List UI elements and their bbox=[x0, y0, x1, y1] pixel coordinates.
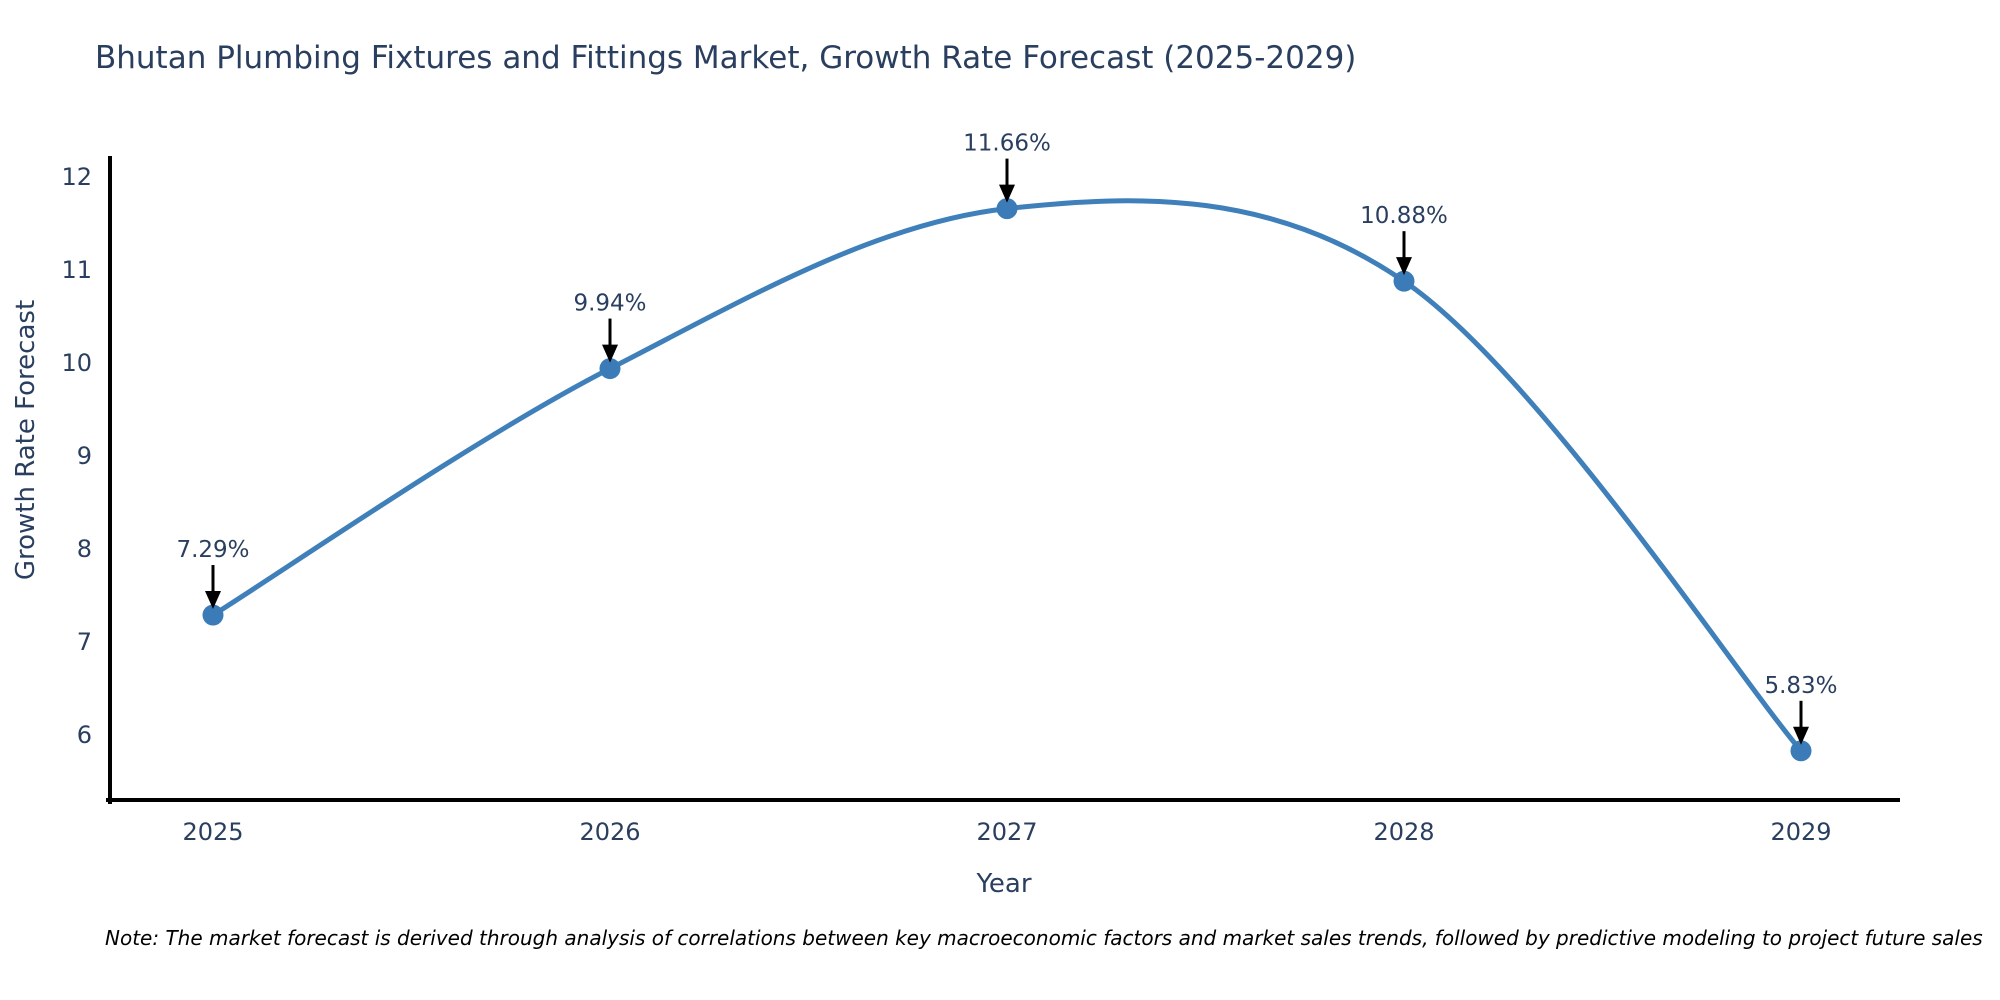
x-axis-title: Year bbox=[975, 869, 1031, 899]
point-value-label-2029: 5.83% bbox=[1764, 673, 1837, 699]
y-tick-label-8: 8 bbox=[77, 535, 92, 563]
annotation-arrowhead-icon bbox=[1793, 726, 1809, 745]
chart-footnote: Note: The market forecast is derived thr… bbox=[105, 926, 1983, 950]
y-tick-label-10: 10 bbox=[61, 349, 92, 377]
annotation-arrowhead-icon bbox=[602, 344, 618, 363]
data-point-2029[interactable] bbox=[1790, 740, 1812, 762]
growth-rate-spline bbox=[210, 198, 1804, 754]
data-point-2026[interactable] bbox=[599, 358, 621, 380]
x-tick-label-2028: 2028 bbox=[1373, 818, 1434, 846]
y-tick-label-6: 6 bbox=[77, 721, 92, 749]
point-value-label-2026: 9.94% bbox=[573, 291, 646, 317]
chart-title: Bhutan Plumbing Fixtures and Fittings Ma… bbox=[95, 40, 1357, 76]
data-point-2025[interactable] bbox=[202, 604, 224, 626]
y-axis-title: Growth Rate Forecast bbox=[11, 300, 41, 580]
annotation-arrowhead-icon bbox=[205, 591, 221, 610]
x-tick-label-2025: 2025 bbox=[182, 818, 243, 846]
x-tick-label-2029: 2029 bbox=[1770, 818, 1831, 846]
x-tick-label-2027: 2027 bbox=[976, 818, 1037, 846]
data-point-2027[interactable] bbox=[996, 198, 1018, 220]
point-value-label-2025: 7.29% bbox=[176, 537, 249, 563]
y-tick-label-7: 7 bbox=[77, 628, 92, 656]
annotation-arrowhead-icon bbox=[1396, 257, 1412, 276]
point-value-label-2028: 10.88% bbox=[1360, 203, 1448, 229]
data-point-2028[interactable] bbox=[1393, 270, 1415, 292]
y-tick-label-12: 12 bbox=[61, 163, 92, 191]
y-tick-label-11: 11 bbox=[61, 256, 92, 284]
y-tick-label-9: 9 bbox=[77, 442, 92, 470]
annotation-arrowhead-icon bbox=[999, 184, 1015, 203]
point-value-label-2027: 11.66% bbox=[963, 131, 1051, 157]
x-tick-label-2026: 2026 bbox=[579, 818, 640, 846]
